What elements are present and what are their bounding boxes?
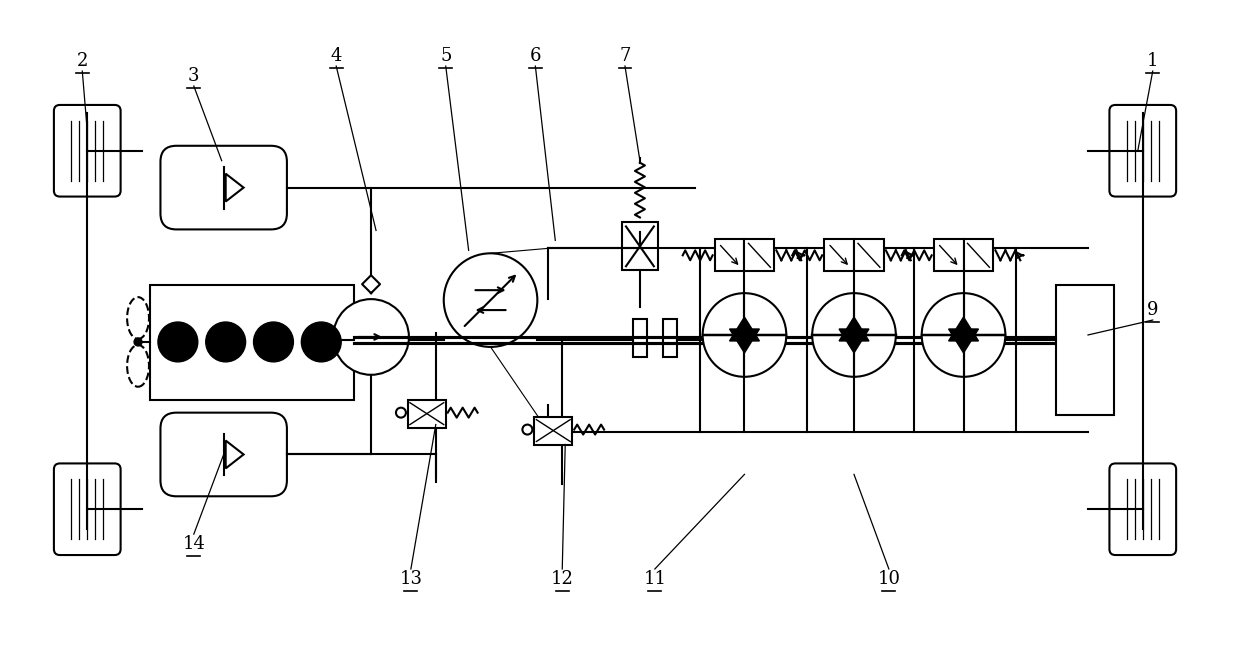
Polygon shape <box>839 317 869 341</box>
Circle shape <box>396 407 405 418</box>
FancyBboxPatch shape <box>160 146 286 229</box>
Polygon shape <box>729 317 759 341</box>
Circle shape <box>812 293 895 377</box>
Bar <box>825 239 854 271</box>
Circle shape <box>301 322 341 362</box>
Bar <box>622 223 658 270</box>
Circle shape <box>921 293 1006 377</box>
Text: 4: 4 <box>331 47 342 65</box>
Text: 5: 5 <box>440 47 451 65</box>
Text: 9: 9 <box>1147 301 1158 319</box>
Circle shape <box>522 424 532 434</box>
Bar <box>714 239 744 271</box>
Bar <box>632 319 647 357</box>
FancyBboxPatch shape <box>160 413 286 496</box>
Text: 7: 7 <box>619 47 631 65</box>
Bar <box>534 417 572 445</box>
Text: 14: 14 <box>182 535 206 553</box>
Circle shape <box>703 293 786 377</box>
Text: 11: 11 <box>644 570 666 588</box>
Polygon shape <box>949 329 978 353</box>
Text: 1: 1 <box>1147 52 1158 70</box>
Circle shape <box>206 322 246 362</box>
Text: 2: 2 <box>77 52 88 70</box>
Polygon shape <box>839 329 869 353</box>
FancyBboxPatch shape <box>1110 463 1176 555</box>
Bar <box>963 239 993 271</box>
Text: 6: 6 <box>529 47 541 65</box>
Bar <box>854 239 884 271</box>
Ellipse shape <box>126 345 149 387</box>
FancyBboxPatch shape <box>53 463 120 555</box>
Text: 10: 10 <box>878 570 900 588</box>
Text: 3: 3 <box>188 67 200 85</box>
Polygon shape <box>729 329 759 353</box>
Bar <box>934 239 963 271</box>
Text: 13: 13 <box>399 570 423 588</box>
Bar <box>1056 285 1114 415</box>
FancyBboxPatch shape <box>53 105 120 196</box>
Bar <box>150 285 355 399</box>
Circle shape <box>334 299 409 374</box>
Text: 12: 12 <box>551 570 574 588</box>
Bar <box>744 239 774 271</box>
Ellipse shape <box>126 297 149 339</box>
Circle shape <box>157 322 198 362</box>
Polygon shape <box>949 317 978 341</box>
Bar <box>663 319 677 357</box>
Circle shape <box>444 254 537 347</box>
Bar <box>408 399 445 428</box>
FancyBboxPatch shape <box>1110 105 1176 196</box>
Circle shape <box>134 338 143 346</box>
Circle shape <box>253 322 294 362</box>
